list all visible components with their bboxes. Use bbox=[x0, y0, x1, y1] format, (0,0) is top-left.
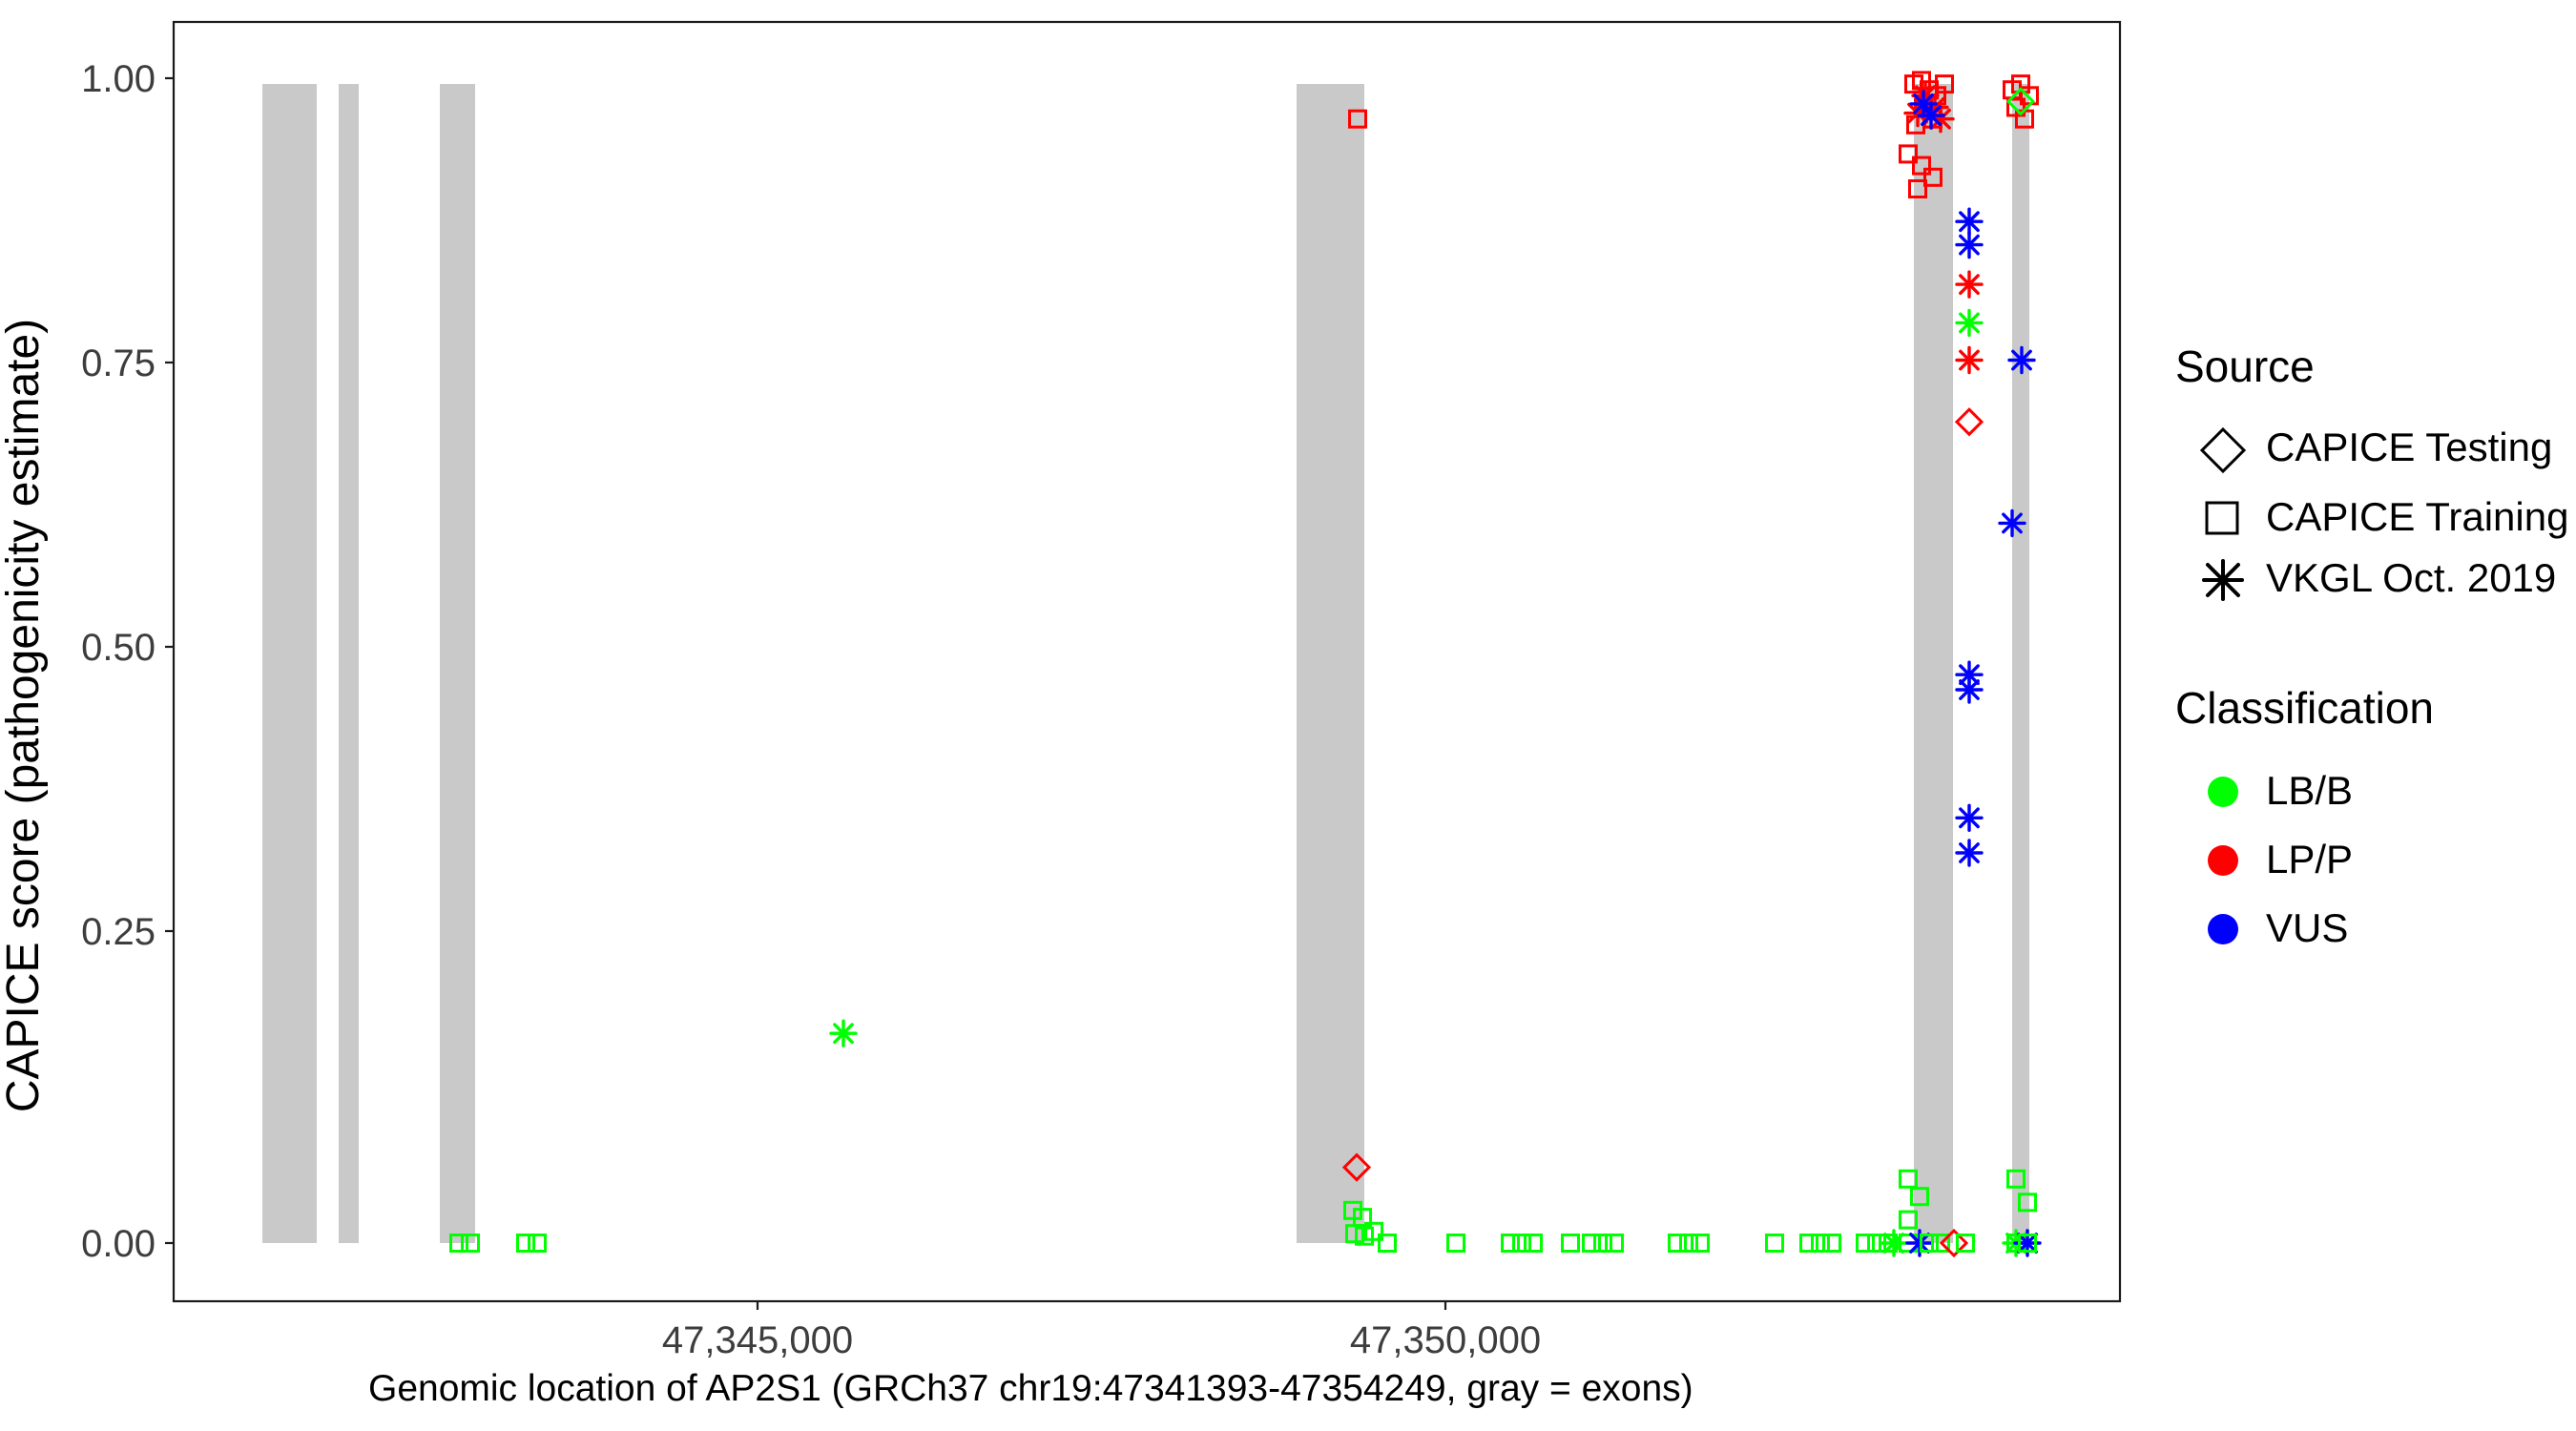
svg-text:LP/P: LP/P bbox=[2266, 837, 2353, 881]
svg-text:CAPICE Testing: CAPICE Testing bbox=[2266, 425, 2552, 469]
svg-text:CAPICE score (pathogenicity es: CAPICE score (pathogenicity estimate) bbox=[0, 319, 49, 1112]
svg-text:Classification: Classification bbox=[2175, 683, 2434, 733]
svg-text:47,350,000: 47,350,000 bbox=[1350, 1319, 1541, 1361]
svg-text:Source: Source bbox=[2175, 342, 2315, 391]
svg-text:47,345,000: 47,345,000 bbox=[662, 1319, 853, 1361]
svg-text:0.75: 0.75 bbox=[81, 342, 156, 384]
svg-text:LB/B: LB/B bbox=[2266, 768, 2353, 813]
svg-text:VKGL Oct. 2019: VKGL Oct. 2019 bbox=[2266, 555, 2556, 600]
svg-text:0.25: 0.25 bbox=[81, 911, 156, 953]
svg-text:VUS: VUS bbox=[2266, 905, 2348, 950]
svg-text:0.00: 0.00 bbox=[81, 1223, 156, 1265]
svg-text:0.50: 0.50 bbox=[81, 627, 156, 669]
svg-text:1.00: 1.00 bbox=[81, 58, 156, 100]
svg-text:Genomic location of AP2S1 (GRC: Genomic location of AP2S1 (GRCh37 chr19:… bbox=[368, 1368, 1693, 1409]
svg-text:CAPICE Training: CAPICE Training bbox=[2266, 494, 2568, 539]
